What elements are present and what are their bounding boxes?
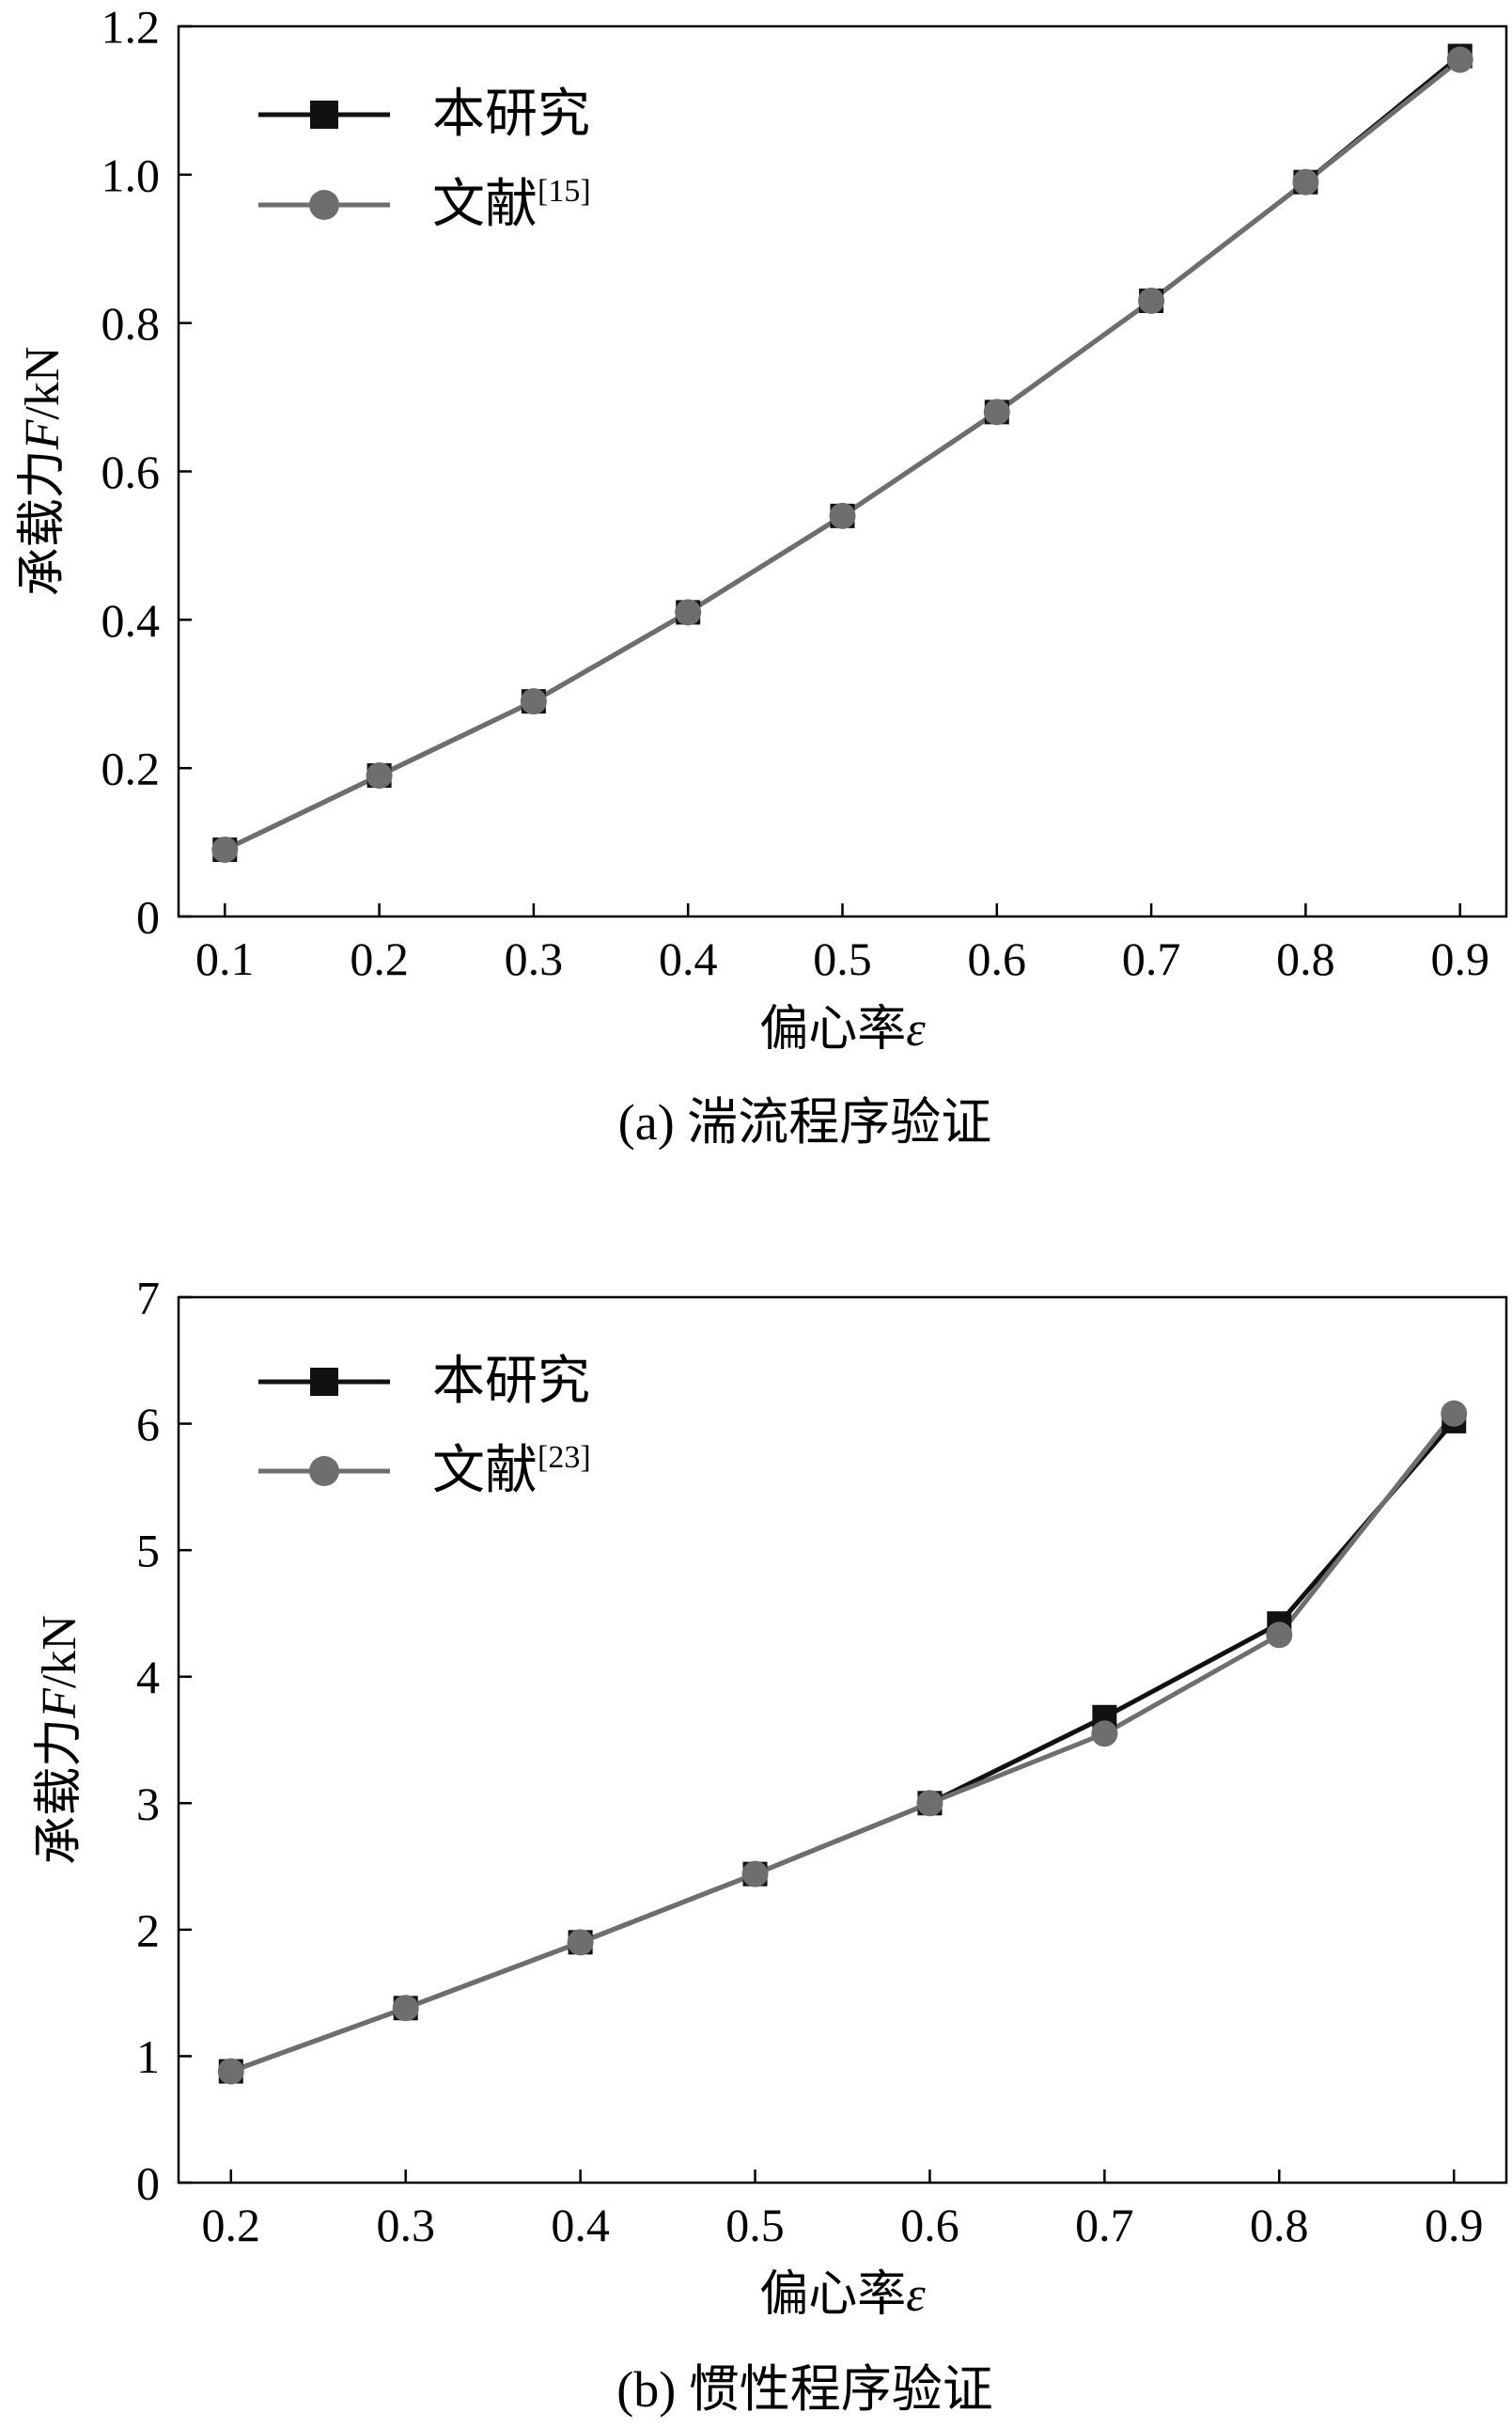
x-tick-label: 0.7 <box>1122 932 1181 985</box>
chart-b: 0 1 2 3 4 5 6 7 0.2 0.3 0.4 0.5 0.6 0.7 0.8 0.9 偏心率ε 承载力F… <box>33 1272 1508 2418</box>
data-point-circle <box>1266 1621 1293 1649</box>
x-tick-label: 0.9 <box>1430 932 1489 985</box>
y-tick-label: 6 <box>136 1398 160 1450</box>
data-point-circle <box>366 762 393 790</box>
y-tick-label: 0.8 <box>101 297 161 350</box>
y-tick-label: 1.2 <box>101 1 161 54</box>
legend-label-1: 本研究 <box>432 86 590 144</box>
legend-name: 文献 <box>432 176 538 234</box>
y-axis-label: 承载力F/kN <box>33 1615 86 1865</box>
y-axis-label: 承载力F/kN <box>16 347 70 597</box>
series-line-2 <box>229 1412 1457 2074</box>
y-tick-label: 0.2 <box>101 743 161 795</box>
data-point-circle <box>1292 168 1319 196</box>
x-axis-label: 偏心率ε <box>759 1003 926 1057</box>
x-axis-label-text: 偏心率 <box>759 1003 906 1057</box>
data-point-circle <box>829 502 856 529</box>
x-tick-label: 0.5 <box>813 932 872 985</box>
legend-name: 本研究 <box>432 1353 590 1411</box>
x-tick-label: 0.5 <box>725 2199 785 2251</box>
x-tick-label: 0.3 <box>505 932 564 985</box>
data-point-circle <box>211 836 239 863</box>
y-axis-label-text: 承载力 <box>16 449 70 596</box>
y-tick-label: 0.4 <box>101 594 161 647</box>
legend-name: 文献 <box>432 1442 538 1500</box>
data-point-circle <box>675 599 702 626</box>
data-point-circle <box>392 1995 419 2022</box>
plot-frame <box>177 1295 1508 2185</box>
data-point-circle <box>983 399 1010 426</box>
chart-caption: (a) 湍流程序验证 <box>618 1094 991 1151</box>
y-axis-label-symbol: F <box>16 418 70 450</box>
legend-label-2: 文献[23] <box>432 1440 591 1500</box>
y-axis-label-unit: /kN <box>33 1615 86 1688</box>
legend-marker-circle <box>309 190 339 220</box>
x-tick-label: 0.2 <box>350 932 409 985</box>
x-tick-label: 0.9 <box>1425 2199 1484 2251</box>
x-tick-label: 0.2 <box>202 2199 261 2251</box>
data-point-circle <box>567 1929 594 1956</box>
legend-reference: [23] <box>538 1440 591 1475</box>
x-axis-label-symbol: ε <box>906 1003 926 1057</box>
x-tick-label: 0.8 <box>1276 932 1335 985</box>
legend-marker-square <box>310 101 338 129</box>
y-axis-label-unit: /kN <box>16 347 70 420</box>
chart-a: 0 0.2 0.4 0.6 0.8 1.0 1.2 0.1 0.2 0.3 0.4 0.5 0.6 0.7… <box>16 1 1508 1151</box>
y-tick-label: 4 <box>136 1651 160 1703</box>
x-tick-label: 0.1 <box>195 932 255 985</box>
y-axis-label-text: 承载力 <box>33 1718 86 1865</box>
y-tick-label: 7 <box>136 1272 160 1324</box>
y-tick-label: 5 <box>136 1525 160 1577</box>
data-point-circle <box>1091 1720 1118 1747</box>
data-point-circle <box>520 688 547 715</box>
x-axis-label-text: 偏心率 <box>759 2268 906 2322</box>
data-point-circle <box>916 1790 943 1817</box>
x-axis-label: 偏心率ε <box>759 2268 926 2322</box>
y-tick-label: 3 <box>136 1778 160 1830</box>
chart-caption: (b) 惯性程序验证 <box>616 2361 992 2418</box>
x-tick-label: 0.6 <box>900 2199 959 2251</box>
data-point-circle <box>1138 287 1165 314</box>
x-tick-label: 0.7 <box>1075 2199 1134 2251</box>
data-point-circle <box>1441 1400 1468 1427</box>
y-tick-label: 1 <box>136 2030 160 2083</box>
x-tick-label: 0.3 <box>376 2199 435 2251</box>
y-axis-label-symbol: F <box>33 1687 86 1719</box>
y-tick-label: 1.0 <box>101 149 161 201</box>
x-tick-label: 0.6 <box>968 932 1027 985</box>
data-point-circle <box>1446 46 1473 73</box>
data-point-circle <box>217 2058 244 2085</box>
x-axis-label-symbol: ε <box>906 2268 926 2322</box>
legend-name: 本研究 <box>432 86 590 144</box>
data-point-circle <box>741 1860 769 1888</box>
legend-reference: [15] <box>538 174 591 209</box>
legend-marker-square <box>310 1368 338 1396</box>
y-tick-label: 2 <box>136 1903 160 1956</box>
x-tick-label: 0.4 <box>659 932 718 985</box>
legend-label-1: 本研究 <box>432 1353 590 1411</box>
legend-label-2: 文献[15] <box>432 174 591 234</box>
legend-marker-circle <box>309 1456 339 1486</box>
x-tick-label: 0.4 <box>551 2199 610 2251</box>
x-tick-label: 0.8 <box>1250 2199 1309 2251</box>
y-tick-label: 0.6 <box>101 446 161 498</box>
y-tick-label: 0 <box>136 2157 160 2210</box>
y-tick-label: 0 <box>136 891 160 944</box>
